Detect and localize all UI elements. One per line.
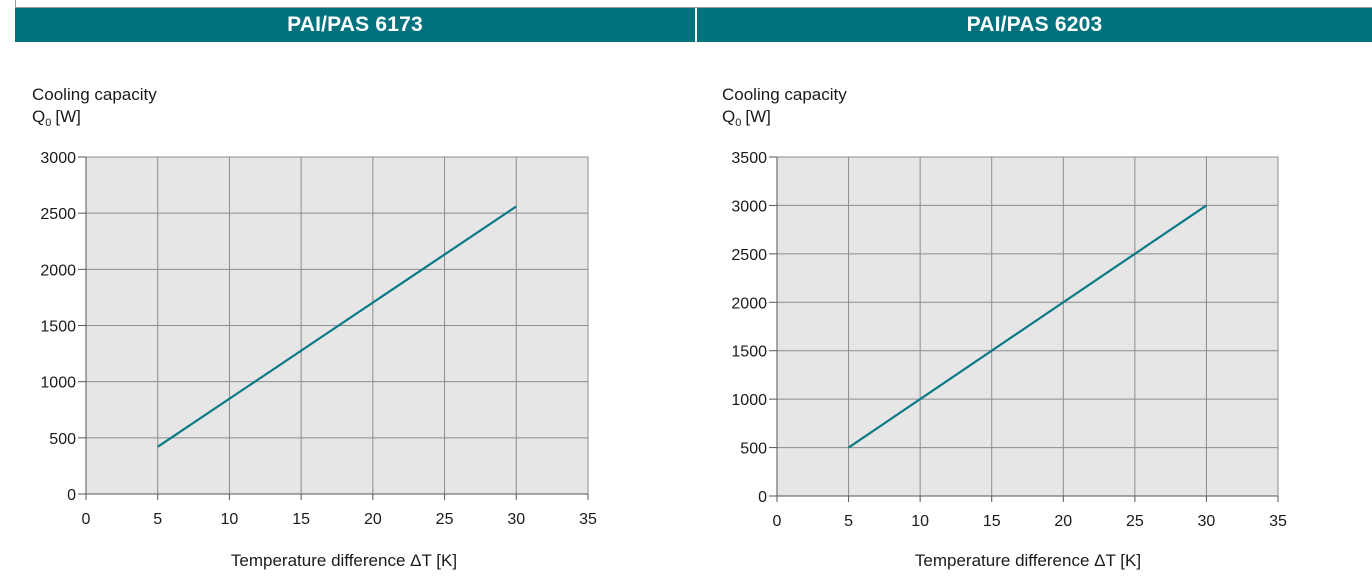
chart-panel-right: Cooling capacity Q0 [W] 0 500 1000 1500 2000 250… [690,42,1372,575]
x-tick-label: 5 [153,511,162,528]
y-tick-label: 3000 [40,150,76,167]
x-tick-label: 30 [1198,513,1216,530]
x-tick-label: 5 [844,513,853,530]
y-axis-unit: [W] [55,107,81,126]
y-axis-subscript: 0 [735,117,741,129]
header-left: PAI/PAS 6173 [15,8,695,42]
y-tick-label: 2500 [40,206,76,223]
x-tick-label: 20 [1054,513,1072,530]
series-line [847,204,1208,449]
x-tick-label: 25 [436,511,454,528]
x-axis-label: Temperature difference ΔT [K] [915,551,1141,570]
y-tick-label: 0 [67,487,76,504]
x-tick-label: 10 [911,513,929,530]
x-tick-label: 0 [773,513,782,530]
x-tick-label: 15 [292,511,310,528]
y-tick-label: 3500 [731,150,767,167]
y-tick-label: 0 [758,489,767,506]
y-tick-label: 1500 [731,344,767,361]
y-axis-unit-label: Q0 [W] [32,107,81,129]
y-tick-label: 500 [740,441,767,458]
x-tick-label: 35 [1269,513,1287,530]
y-tick-label: 1000 [40,375,76,392]
x-tick-label: 20 [364,511,382,528]
y-tick-label: 2000 [731,295,767,312]
x-tick-label: 15 [983,513,1001,530]
y-tick-label: 2500 [731,247,767,264]
chart-panel-left: Cooling capacity Q0 [W] 0 500 1000 1500 2000 250… [0,42,690,575]
y-tick-label: 500 [49,431,76,448]
y-axis-subscript: 0 [45,117,51,129]
header-right: PAI/PAS 6203 [697,8,1372,42]
x-tick-label: 25 [1126,513,1144,530]
y-axis-label: Cooling capacity [32,85,157,104]
x-tick-label: 0 [82,511,91,528]
top-frame-line [15,0,1372,8]
x-tick-label: 35 [579,511,597,528]
x-tick-label: 10 [221,511,239,528]
series-line [157,205,517,448]
y-axis-symbol: Q [32,107,45,126]
y-axis-unit: [W] [745,107,771,126]
y-axis-label: Cooling capacity [722,85,847,104]
y-axis-unit-label: Q0 [W] [722,107,771,129]
x-axis-label: Temperature difference ΔT [K] [231,551,457,570]
y-tick-label: 3000 [731,198,767,215]
y-axis-symbol: Q [722,107,735,126]
y-tick-label: 1500 [40,319,76,336]
y-tick-label: 2000 [40,262,76,279]
y-tick-label: 1000 [731,392,767,409]
x-tick-label: 30 [507,511,525,528]
